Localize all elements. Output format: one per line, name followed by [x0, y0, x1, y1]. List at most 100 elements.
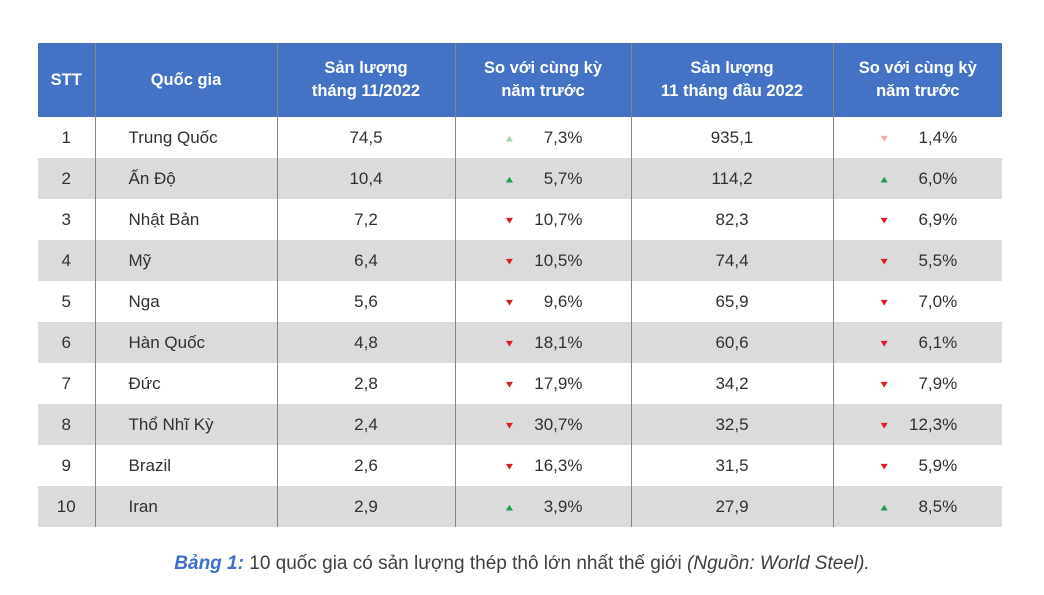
trend-arrow-icon: ▼: [878, 214, 891, 226]
trend-arrow-icon: ▼: [503, 296, 516, 308]
change-group: ▼ 30,7%: [504, 415, 583, 435]
trend-arrow-icon: ▲: [503, 501, 516, 513]
country-name: Nhật Bản: [94, 199, 277, 240]
row-index: 5: [61, 291, 71, 311]
table-row: 8 Thổ Nhĩ Kỳ 2,4 ▼ 30,7% 32,5 ▼ 12,3%: [38, 404, 1002, 445]
trend-arrow-icon: ▼: [503, 460, 516, 472]
col-header-country: Quốc gia: [94, 43, 277, 117]
trend-arrow-icon: ▼: [503, 419, 516, 431]
row-index: 10: [56, 496, 76, 516]
monthly-output-value: 2,9: [276, 486, 455, 527]
table-body: 1 Trung Quốc 74,5 ▲ 7,3% 935,1 ▼ 1,4% 2 Ấn…: [38, 117, 1002, 527]
change-value: 3,9%: [543, 497, 583, 516]
change-group: ▼ 12,3%: [878, 415, 957, 435]
ytd-output-value: 935,1: [630, 117, 833, 158]
monthly-output-value: 2,6: [276, 445, 455, 486]
monthly-output-value: 4,8: [276, 322, 455, 363]
table-header: STT Quốc gia Sản lượng tháng 11/2022 So …: [38, 43, 1002, 117]
change-value: 8,5%: [918, 497, 958, 516]
change-group: ▼ 17,9%: [504, 374, 583, 394]
trend-arrow-icon: ▼: [503, 255, 516, 267]
trend-arrow-icon: ▲: [503, 132, 516, 144]
trend-arrow-icon: ▼: [503, 378, 516, 390]
change-group: ▲ 5,7%: [504, 169, 583, 189]
monthly-change-cell: ▼ 30,7%: [454, 404, 631, 445]
trend-arrow-icon: ▼: [503, 214, 516, 226]
country-name: Thổ Nhĩ Kỳ: [94, 404, 277, 445]
trend-arrow-icon: ▼: [878, 296, 891, 308]
monthly-output-value: 6,4: [276, 240, 455, 281]
monthly-change-cell: ▼ 18,1%: [454, 322, 631, 363]
monthly-change-cell: ▼ 9,6%: [454, 281, 631, 322]
change-group: ▼ 6,9%: [878, 210, 957, 230]
change-value: 7,0%: [918, 292, 958, 311]
monthly-output-value: 2,4: [276, 404, 455, 445]
change-group: ▼ 1,4%: [878, 128, 957, 148]
ytd-change-cell: ▼ 5,9%: [832, 445, 1002, 486]
trend-arrow-icon: ▼: [878, 419, 891, 431]
monthly-change-cell: ▲ 5,7%: [454, 158, 631, 199]
monthly-output-value: 10,4: [276, 158, 455, 199]
change-value: 30,7%: [534, 415, 583, 434]
change-group: ▼ 6,1%: [878, 333, 957, 353]
col-header-stt: STT: [38, 43, 95, 117]
change-value: 5,7%: [543, 169, 583, 188]
change-value: 5,5%: [918, 251, 958, 270]
country-name: Iran: [94, 486, 277, 527]
change-value: 6,0%: [918, 169, 958, 188]
change-group: ▼ 10,5%: [504, 251, 583, 271]
monthly-output-value: 74,5: [276, 117, 455, 158]
monthly-change-cell: ▲ 7,3%: [454, 117, 631, 158]
table-row: 5 Nga 5,6 ▼ 9,6% 65,9 ▼ 7,0%: [38, 281, 1002, 322]
country-name: Hàn Quốc: [94, 322, 277, 363]
ytd-output-value: 31,5: [630, 445, 833, 486]
change-group: ▼ 16,3%: [504, 456, 583, 476]
change-value: 9,6%: [543, 292, 583, 311]
ytd-change-cell: ▲ 6,0%: [832, 158, 1002, 199]
monthly-change-cell: ▼ 17,9%: [454, 363, 631, 404]
ytd-output-value: 34,2: [630, 363, 833, 404]
trend-arrow-icon: ▲: [503, 173, 516, 185]
table-row: 2 Ấn Độ 10,4 ▲ 5,7% 114,2 ▲ 6,0%: [38, 158, 1002, 199]
ytd-change-cell: ▼ 5,5%: [832, 240, 1002, 281]
trend-arrow-icon: ▲: [878, 173, 891, 185]
monthly-output-value: 2,8: [276, 363, 455, 404]
trend-arrow-icon: ▼: [878, 337, 891, 349]
header-row: STT Quốc gia Sản lượng tháng 11/2022 So …: [38, 43, 1002, 117]
row-index: 4: [61, 250, 71, 270]
change-value: 7,9%: [918, 374, 958, 393]
change-value: 17,9%: [534, 374, 583, 393]
change-group: ▲ 8,5%: [878, 497, 957, 517]
change-group: ▼ 5,9%: [878, 456, 957, 476]
col-header-ytd-output: Sản lượng 11 tháng đầu 2022: [630, 43, 833, 117]
table-row: 3 Nhật Bản 7,2 ▼ 10,7% 82,3 ▼ 6,9%: [38, 199, 1002, 240]
caption-label: Bảng 1:: [174, 553, 244, 574]
change-value: 6,1%: [918, 333, 958, 352]
ytd-output-value: 32,5: [630, 404, 833, 445]
ytd-change-cell: ▼ 12,3%: [832, 404, 1002, 445]
trend-arrow-icon: ▼: [878, 460, 891, 472]
trend-arrow-icon: ▼: [878, 378, 891, 390]
table-caption: Bảng 1: 10 quốc gia có sản lượng thép th…: [0, 553, 1044, 575]
ytd-change-cell: ▼ 7,9%: [832, 363, 1002, 404]
row-index: 2: [61, 168, 71, 188]
change-group: ▼ 7,0%: [878, 292, 957, 312]
steel-production-table: STT Quốc gia Sản lượng tháng 11/2022 So …: [38, 43, 1002, 527]
change-group: ▼ 18,1%: [504, 333, 583, 353]
row-index: 6: [61, 332, 71, 352]
trend-arrow-icon: ▼: [503, 337, 516, 349]
change-group: ▲ 6,0%: [878, 169, 957, 189]
ytd-change-cell: ▼ 6,1%: [832, 322, 1002, 363]
row-index: 9: [61, 455, 71, 475]
monthly-output-value: 5,6: [276, 281, 455, 322]
change-group: ▼ 5,5%: [878, 251, 957, 271]
monthly-change-cell: ▼ 16,3%: [454, 445, 631, 486]
country-name: Đức: [94, 363, 277, 404]
ytd-output-value: 74,4: [630, 240, 833, 281]
ytd-change-cell: ▼ 1,4%: [832, 117, 1002, 158]
ytd-output-value: 65,9: [630, 281, 833, 322]
caption-source: (Nguồn: World Steel).: [687, 553, 870, 574]
monthly-change-cell: ▲ 3,9%: [454, 486, 631, 527]
caption-text: 10 quốc gia có sản lượng thép thô lớn nh…: [243, 553, 688, 574]
